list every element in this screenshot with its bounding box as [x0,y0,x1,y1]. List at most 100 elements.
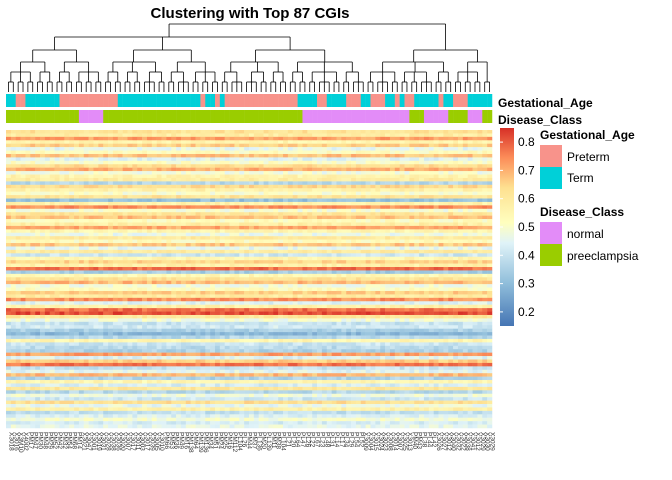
heatmap-cell [59,191,65,196]
heatmap-cell [185,208,191,213]
annotation-cell [273,94,279,107]
heatmap-cell [219,201,225,206]
heatmap-cell [385,260,391,264]
heatmap-cell [389,270,396,275]
heatmap-cell [360,150,366,155]
heatmap-cell [341,177,347,182]
heatmap-cell [409,157,415,162]
heatmap-cell [190,143,196,148]
heatmap-cell [394,246,400,251]
heatmap-cell [161,273,167,278]
heatmap-cell [103,150,109,155]
heatmap-cell [312,267,318,271]
heatmap-cell [35,253,41,257]
heatmap-cell [137,147,143,151]
heatmap-cell [132,153,138,158]
heatmap-cell [64,270,70,275]
heatmap-cell [127,147,133,151]
heatmap-cell [482,188,488,192]
heatmap-cell [321,157,328,162]
heatmap-cell [249,243,255,247]
heatmap-cell [428,157,434,162]
heatmap-cell [69,195,75,199]
heatmap-cell [112,239,119,244]
heatmap-cell [399,253,405,257]
heatmap-cell [355,212,362,216]
heatmap-cell [59,195,65,199]
heatmap-cell [40,147,46,151]
heatmap-cell [477,184,483,189]
heatmap-cell [35,280,41,285]
heatmap-cell [10,198,16,203]
heatmap-cell [30,150,36,155]
heatmap-cell [448,164,454,168]
heatmap-cell [103,177,109,182]
heatmap-cell [278,212,284,216]
heatmap-cell [448,219,454,223]
heatmap-cell [142,263,148,268]
heatmap-cell [229,236,235,240]
heatmap-cell [258,181,264,186]
heatmap-cell [278,153,284,158]
heatmap-cell [161,136,167,141]
heatmap-cell [219,184,225,189]
heatmap-cell [336,256,342,261]
heatmap-cell [127,212,133,216]
heatmap-cell [64,222,70,227]
heatmap-cell [360,225,366,230]
heatmap-cell [25,150,31,155]
heatmap-cell [326,150,332,155]
heatmap-cell [462,174,468,179]
heatmap-cell [25,215,31,220]
heatmap-cell [297,280,303,285]
heatmap-cell [258,191,264,196]
annotation-cell [297,94,303,107]
heatmap-cell [389,260,396,264]
heatmap-cell [467,277,473,281]
heatmap-cell [166,174,172,179]
heatmap-cell [317,256,323,261]
heatmap-cell [210,263,216,268]
heatmap-cell [389,174,396,179]
heatmap-cell [64,130,70,134]
heatmap-cell [25,174,31,179]
heatmap-cell [249,153,255,158]
heatmap-cell [326,239,332,244]
heatmap-cell [132,150,138,155]
heatmap-cell [326,171,332,175]
heatmap-row [6,229,493,234]
heatmap-cell [258,229,264,234]
heatmap-cell [409,136,415,141]
annotation-cell [40,110,46,123]
heatmap-cell [462,249,468,254]
heatmap-cell [287,232,293,237]
heatmap-cell [307,140,313,144]
heatmap-cell [25,153,31,158]
heatmap-cell [423,212,430,216]
heatmap-cell [93,140,99,144]
heatmap-cell [117,212,123,216]
heatmap-cell [385,130,391,134]
heatmap-cell [292,201,298,206]
heatmap-cell [210,164,216,168]
heatmap-cell [297,249,303,254]
heatmap-cell [244,263,250,268]
heatmap-cell [360,246,366,251]
heatmap-cell [195,160,201,165]
heatmap-cell [380,267,386,271]
annotation-cell [351,94,357,107]
heatmap-cell [312,253,318,257]
heatmap-cell [457,147,464,151]
heatmap-cell [54,270,60,275]
heatmap-cell [423,174,430,179]
heatmap-cell [59,157,65,162]
heatmap-cell [249,133,255,138]
heatmap-cell [341,239,347,244]
heatmap-cell [142,267,148,271]
heatmap-cell [467,198,473,203]
heatmap-cell [394,243,400,247]
heatmap-cell [307,277,313,281]
heatmap-cell [487,147,493,151]
heatmap-cell [142,219,148,223]
heatmap-cell [142,277,148,281]
